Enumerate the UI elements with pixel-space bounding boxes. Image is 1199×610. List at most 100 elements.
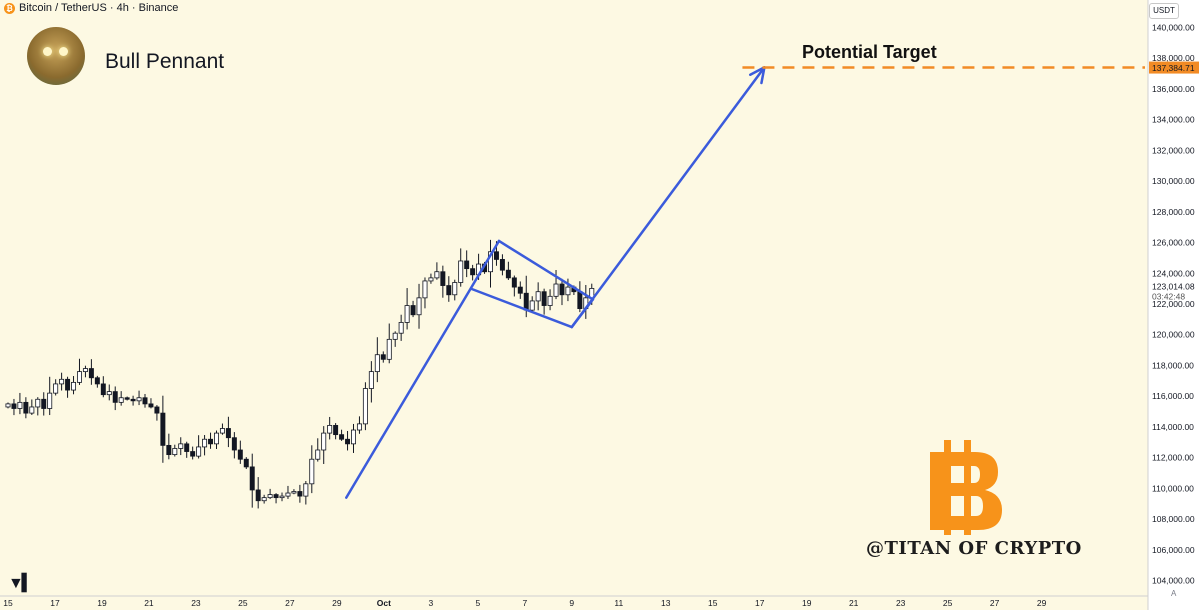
candle-body [82, 368, 88, 373]
candle-body [303, 483, 309, 497]
candle-body [231, 437, 237, 451]
candle-body [88, 368, 94, 379]
candle-body [368, 371, 374, 389]
x-tick-label: 11 [614, 598, 623, 608]
candle-body [196, 446, 202, 457]
candle-body [458, 260, 464, 283]
candle-body [380, 354, 386, 360]
candle-body [166, 444, 172, 456]
countdown-label: 03:42:48 [1152, 291, 1185, 301]
candle-body [386, 338, 392, 360]
candle-body [523, 292, 529, 311]
candle-body [130, 398, 136, 402]
x-tick-label: 7 [522, 598, 527, 608]
candle-body [464, 260, 470, 270]
y-tick-label: 116,000.00 [1152, 391, 1194, 401]
x-tick-label: 23 [191, 598, 201, 608]
price-axis-panel [1148, 0, 1199, 610]
auto-scale-button[interactable]: A [1171, 589, 1177, 598]
candle-body [333, 425, 339, 436]
pennant-lower-line [469, 287, 574, 329]
x-tick-label: 9 [569, 598, 574, 608]
symbol-header[interactable]: ₿ Bitcoin / TetherUS · 4h · Binance [4, 2, 178, 14]
candle-body [541, 291, 547, 306]
candle-body [225, 428, 231, 439]
candle-body [434, 271, 440, 279]
tradingview-logo-icon[interactable]: ▼▍ [8, 575, 34, 592]
avatar [27, 27, 85, 85]
symbol-title: Bitcoin / TetherUS · 4h · Binance [19, 2, 179, 14]
candle-body [172, 448, 178, 456]
candle-body [517, 286, 523, 294]
x-tick-label: 19 [97, 598, 107, 608]
y-tick-label: 104,000.00 [1152, 576, 1195, 586]
avatar-eye-icon [59, 47, 68, 56]
candle-body [106, 391, 112, 396]
y-tick-label: 110,000.00 [1152, 483, 1194, 493]
x-tick-label: 25 [238, 598, 248, 608]
x-tick-label: 29 [332, 598, 342, 608]
y-tick-label: 120,000.00 [1152, 330, 1195, 340]
candle-body [499, 259, 505, 271]
flagpole-line [345, 239, 501, 499]
x-tick-label: 27 [285, 598, 295, 608]
candle-body [505, 269, 511, 279]
candle-body [565, 286, 571, 296]
y-tick-label: 118,000.00 [1152, 360, 1194, 370]
candle-body [100, 383, 106, 396]
y-tick-label: 130,000.00 [1152, 176, 1195, 186]
x-tick-label: 17 [50, 598, 60, 608]
candle-body [321, 432, 327, 451]
x-tick-label: 21 [144, 598, 154, 608]
candle-body [440, 271, 446, 286]
candle-body [374, 354, 380, 373]
candle-body [452, 282, 458, 296]
candle-body [488, 251, 493, 273]
candle-body [398, 322, 404, 334]
bitcoin-logo-icon [930, 440, 1002, 535]
candle-body [410, 305, 416, 316]
candle-body [416, 297, 422, 316]
x-tick-label: 15 [3, 598, 13, 608]
y-tick-label: 128,000.00 [1152, 207, 1195, 217]
pattern-title: Bull Pennant [105, 50, 225, 73]
candle-body [547, 295, 553, 306]
y-tick-label: 108,000.00 [1152, 514, 1195, 524]
candle-body [219, 428, 225, 434]
candle-body [309, 458, 315, 485]
y-tick-label: 126,000.00 [1152, 238, 1195, 248]
x-tick-label: 23 [896, 598, 906, 608]
candle-body [65, 378, 71, 391]
candle-body [553, 283, 559, 297]
x-tick-label: 3 [428, 598, 433, 608]
candle-body [577, 291, 583, 310]
candle-body [178, 443, 184, 449]
candle-body [351, 429, 356, 445]
candle-body [35, 398, 41, 408]
candle-body [279, 495, 285, 499]
target-label: Potential Target [802, 42, 937, 62]
y-tick-label: 112,000.00 [1152, 453, 1194, 463]
candle-body [249, 466, 255, 491]
y-tick-label: 124,000.00 [1152, 268, 1195, 278]
candle-body [404, 305, 410, 323]
y-tick-label: 106,000.00 [1152, 545, 1195, 555]
candle-body [136, 397, 142, 402]
candle-body [237, 449, 243, 460]
candle-body [53, 383, 59, 394]
candle-body [529, 300, 535, 311]
y-tick-label: 122,000.00 [1152, 299, 1195, 309]
candle-body [94, 377, 100, 385]
x-tick-label: 21 [849, 598, 859, 608]
candle-body [29, 406, 35, 414]
candle-body [297, 491, 303, 497]
x-tick-label: 17 [755, 598, 765, 608]
candle-body [184, 443, 190, 452]
candle-body [285, 492, 291, 497]
currency-label[interactable]: USDT [1149, 3, 1179, 19]
candle-body [160, 412, 166, 446]
candle-body [470, 268, 476, 276]
candle-body [356, 423, 362, 431]
candle-body [41, 398, 47, 409]
